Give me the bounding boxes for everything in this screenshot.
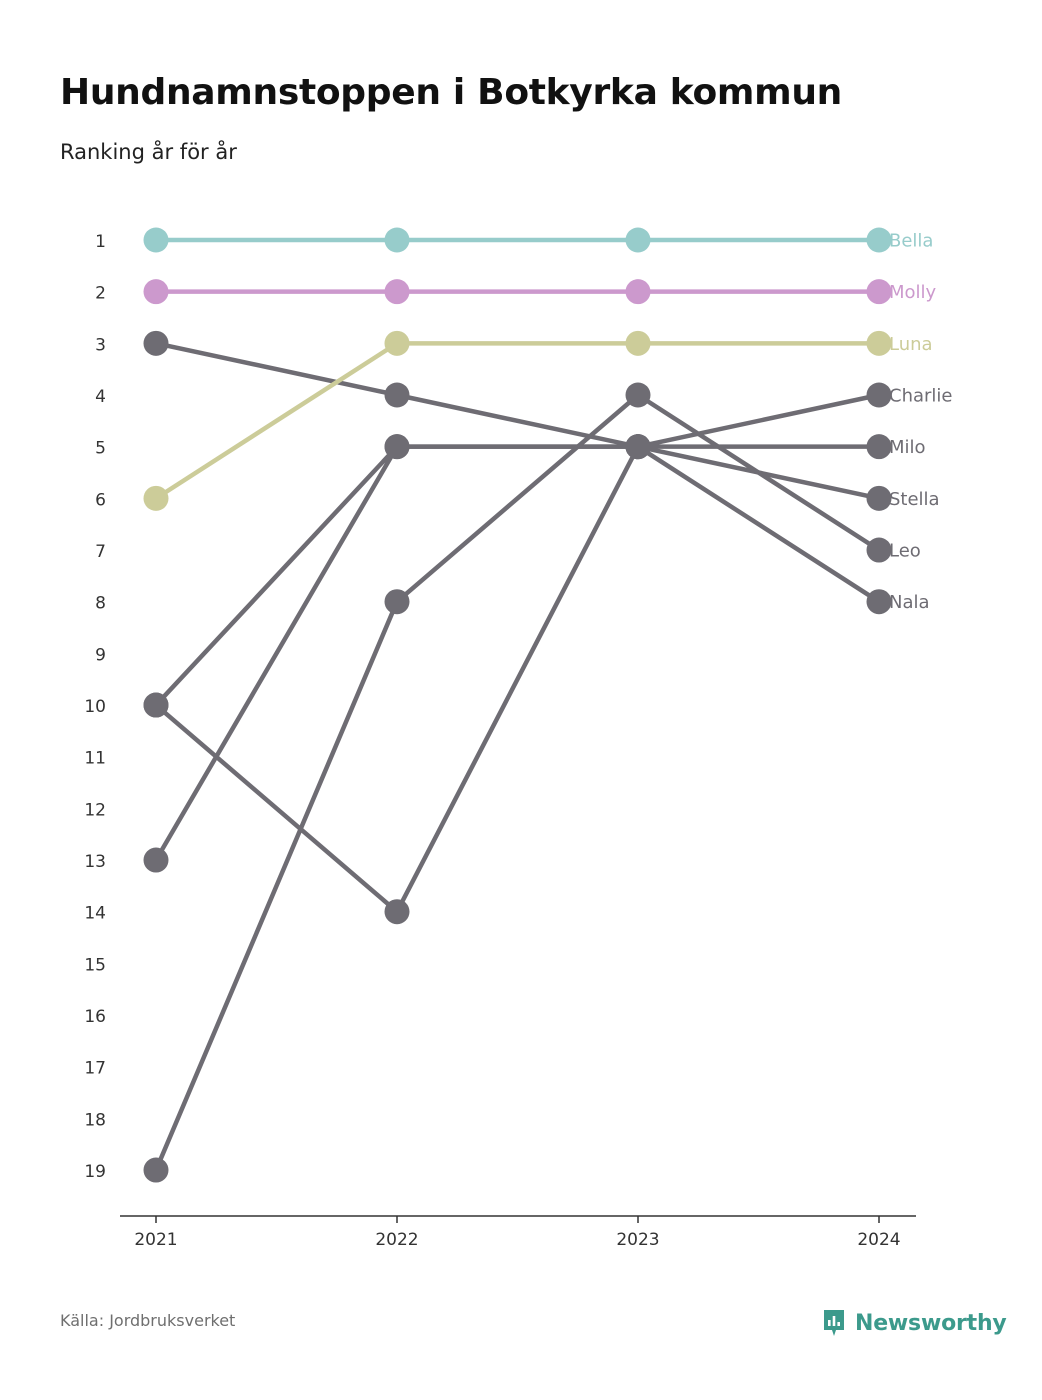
point-molly-2024 (866, 279, 892, 305)
brand-logo: Newsworthy (822, 1306, 1007, 1340)
y-tick-label-16: 16 (84, 1007, 106, 1027)
point-bella-2022 (384, 227, 410, 253)
series-points (143, 227, 892, 1183)
brand-name: Newsworthy (855, 1310, 1007, 1336)
series-line-stella (153, 444, 882, 708)
series-line-nala (153, 444, 882, 914)
series-line-luna (153, 341, 882, 501)
series-label-leo: Leo (889, 541, 921, 562)
point-charlie-2021 (143, 847, 169, 873)
point-leo-2021 (143, 1157, 169, 1183)
y-tick-label-6: 6 (95, 490, 106, 510)
x-tick-label-2023: 2023 (616, 1230, 659, 1250)
point-stella-2022 (384, 434, 410, 460)
y-tick-label-1: 1 (95, 232, 106, 252)
x-axis: 2021 2022 2023 2024 (120, 1215, 916, 1250)
series-label-luna: Luna (889, 334, 933, 355)
chart-title: Hundnamnstoppen i Botkyrka kommun (60, 72, 842, 113)
point-milo-2024 (866, 434, 892, 460)
y-tick-label-8: 8 (95, 594, 106, 614)
series-labels: Charlie Milo Stella Leo Nala Bella Molly Luna (889, 231, 952, 614)
y-tick-label-14: 14 (84, 904, 106, 924)
point-bella-2021 (143, 227, 169, 253)
series-label-molly: Molly (889, 282, 937, 303)
y-tick-label-10: 10 (84, 697, 106, 717)
point-nala-2023 (625, 434, 651, 460)
point-luna-2022 (384, 330, 410, 356)
point-milo-2022 (384, 382, 410, 408)
newsworthy-logo-icon (824, 1310, 844, 1336)
y-tick-label-11: 11 (84, 749, 106, 769)
series-label-charlie: Charlie (889, 386, 952, 407)
point-luna-2023 (625, 330, 651, 356)
y-tick-label-17: 17 (84, 1059, 106, 1079)
y-tick-label-15: 15 (84, 955, 106, 975)
point-leo-2023 (625, 382, 651, 408)
point-leo-2024 (866, 537, 892, 563)
point-charlie-2024 (866, 382, 892, 408)
point-bella-2023 (625, 227, 651, 253)
y-tick-label-19: 19 (84, 1162, 106, 1182)
point-nala-2022 (384, 899, 410, 925)
chart-subtitle: Ranking år för år (60, 140, 237, 164)
y-tick-label-3: 3 (95, 335, 106, 355)
x-tick-label-2022: 2022 (375, 1230, 418, 1250)
point-molly-2022 (384, 279, 410, 305)
point-nala-2021 (143, 692, 169, 718)
point-luna-2024 (866, 330, 892, 356)
point-molly-2021 (143, 279, 169, 305)
point-luna-2021 (143, 485, 169, 511)
y-tick-label-2: 2 (95, 284, 106, 304)
point-bella-2024 (866, 227, 892, 253)
source-note: Källa: Jordbruksverket (60, 1311, 236, 1330)
series-label-stella: Stella (889, 489, 940, 510)
series-label-nala: Nala (889, 592, 930, 613)
series-line-charlie (153, 392, 882, 863)
series-lines (153, 237, 882, 1173)
point-leo-2022 (384, 589, 410, 615)
y-tick-label-18: 18 (84, 1110, 106, 1130)
y-tick-label-4: 4 (95, 387, 106, 407)
x-tick-label-2024: 2024 (857, 1230, 900, 1250)
series-line-milo (153, 341, 882, 449)
y-tick-label-13: 13 (84, 852, 106, 872)
x-tick-label-2021: 2021 (134, 1230, 177, 1250)
y-tick-label-7: 7 (95, 542, 106, 562)
series-label-bella: Bella (889, 231, 933, 252)
series-label-milo: Milo (889, 437, 926, 458)
y-tick-label-12: 12 (84, 800, 106, 820)
point-milo-2021 (143, 330, 169, 356)
point-molly-2023 (625, 279, 651, 305)
point-stella-2024 (866, 485, 892, 511)
y-tick-label-9: 9 (95, 645, 106, 665)
point-nala-2024 (866, 589, 892, 615)
y-tick-label-5: 5 (95, 439, 106, 459)
series-line-leo (153, 392, 882, 1173)
